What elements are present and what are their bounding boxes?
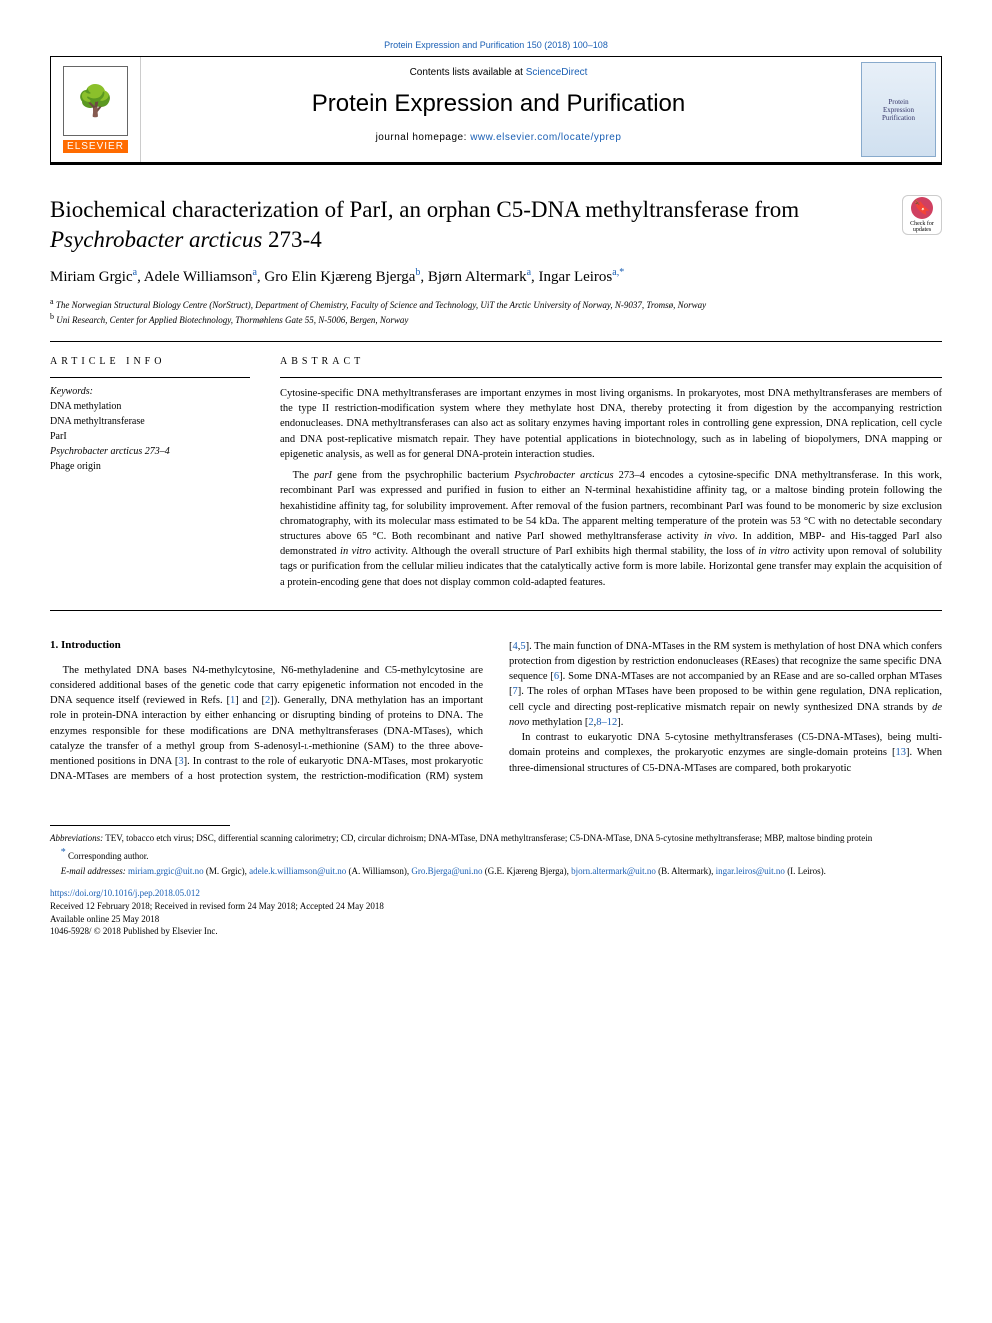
author: Bjørn Altermark [428,269,527,285]
journal-cover-thumbnail: Protein Expression Purification [861,62,936,157]
abstract-column: ABSTRACT Cytosine-specific DNA methyltra… [280,356,942,596]
keywords-label: Keywords: [50,377,250,397]
copyright: 1046-5928/ © 2018 Published by Elsevier … [50,925,942,938]
contents-line: Contents lists available at ScienceDirec… [151,67,846,78]
keyword: Psychrobacter arcticus 273–4 [50,444,250,459]
homepage-line: journal homepage: www.elsevier.com/locat… [151,132,846,143]
bookmark-icon: 🔖 [911,197,933,219]
footnote-separator [50,825,230,826]
affiliations: a The Norwegian Structural Biology Centr… [50,296,942,327]
article-title: Biochemical characterization of ParI, an… [50,195,892,255]
abstract-paragraph: The parI gene from the psychrophilic bac… [280,468,942,590]
keyword: DNA methylation [50,399,250,414]
author: Ingar Leiros [539,269,613,285]
author: Miriam Grgic [50,269,133,285]
journal-name: Protein Expression and Purification [151,90,846,118]
article-info-heading: ARTICLE INFO [50,356,250,367]
keyword: ParI [50,429,250,444]
author-list: Miriam Grgica, Adele Williamsona, Gro El… [50,267,942,286]
keyword: Phage origin [50,459,250,474]
abstract-paragraph: Cytosine-specific DNA methyltransferases… [280,386,942,462]
keyword: DNA methyltransferase [50,414,250,429]
doi-block: https://doi.org/10.1016/j.pep.2018.05.01… [50,887,942,937]
doi-link[interactable]: https://doi.org/10.1016/j.pep.2018.05.01… [50,888,200,898]
email-link[interactable]: ingar.leiros@uit.no [716,866,785,876]
abstract-heading: ABSTRACT [280,356,942,367]
footnotes: Abbreviations: TEV, tobacco etch virus; … [50,832,942,878]
journal-header-banner: 🌳 ELSEVIER Contents lists available at S… [50,56,942,165]
email-link[interactable]: bjorn.altermark@uit.no [571,866,656,876]
email-link[interactable]: miriam.grgic@uit.no [128,866,204,876]
email-addresses: E-mail addresses: miriam.grgic@uit.no (M… [50,865,942,878]
section-heading: 1. Introduction [50,639,483,651]
article-info-column: ARTICLE INFO Keywords: DNA methylation D… [50,356,250,596]
body-paragraph: In contrast to eukaryotic DNA 5-cytosine… [509,730,942,776]
ref-link[interactable]: 8–12 [596,717,617,728]
elsevier-logo: 🌳 ELSEVIER [51,57,141,162]
sciencedirect-link[interactable]: ScienceDirect [526,67,588,78]
author: Adele Williamson [144,269,253,285]
check-updates-badge[interactable]: 🔖 Check for updates [902,195,942,235]
homepage-link[interactable]: www.elsevier.com/locate/yprep [470,132,621,143]
received-dates: Received 12 February 2018; Received in r… [50,900,942,913]
divider [50,610,942,611]
ref-link[interactable]: 13 [895,747,906,758]
email-link[interactable]: Gro.Bjerga@uni.no [411,866,482,876]
elsevier-tree-icon: 🌳 [63,66,128,136]
body-two-column: 1. Introduction The methylated DNA bases… [50,639,942,785]
elsevier-label: ELSEVIER [63,140,128,153]
email-link[interactable]: adele.k.williamson@uit.no [249,866,346,876]
divider [50,341,942,342]
author: Gro Elin Kjæreng Bjerga [264,269,415,285]
citation-line: Protein Expression and Purification 150 … [50,40,942,50]
available-online: Available online 25 May 2018 [50,913,942,926]
